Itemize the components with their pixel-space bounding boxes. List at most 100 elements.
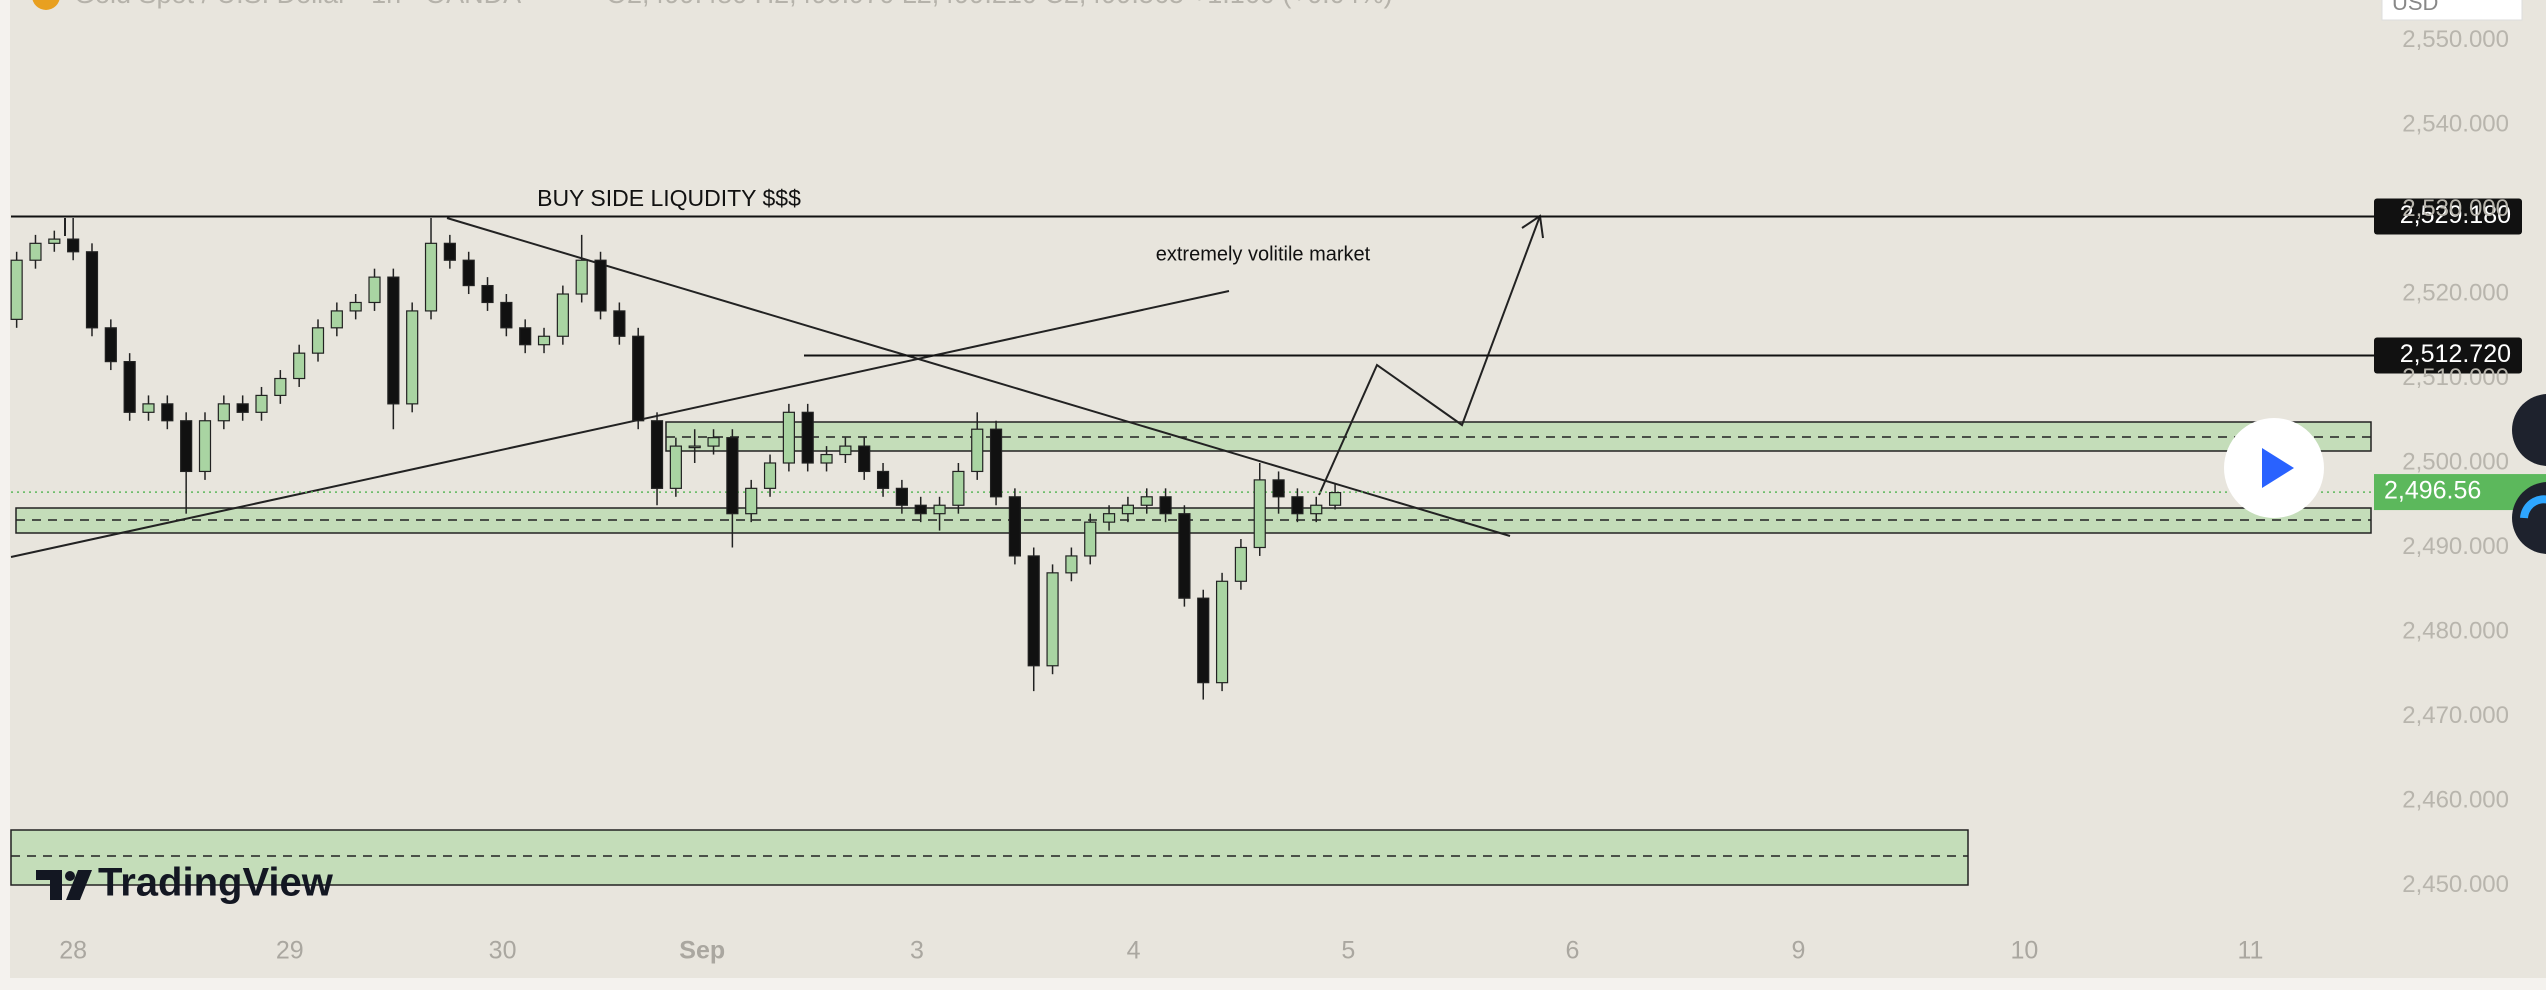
y-tick-label: 2,480.000 (2402, 617, 2509, 644)
candle-body (933, 504, 946, 515)
left-edge (0, 0, 10, 990)
candle-body (594, 259, 607, 312)
price-badge (2374, 337, 2522, 374)
candle-body (180, 420, 193, 473)
projection-arrow (1318, 215, 1541, 496)
x-tick-label: 6 (1565, 937, 1579, 965)
y-tick-label: 2,450.000 (2402, 871, 2509, 898)
y-tick-label: 2,500.000 (2402, 448, 2509, 475)
side-icon (2520, 495, 2546, 519)
candle-body (48, 238, 61, 244)
candle-body (236, 403, 249, 413)
candles (10, 217, 1342, 700)
currency-box[interactable] (2381, 0, 2523, 21)
candle-body (914, 504, 927, 515)
candle-body (123, 361, 136, 413)
play-icon (2262, 448, 2294, 488)
candle-body (519, 327, 532, 346)
overlay-buttons (2224, 394, 2546, 554)
candle-body (1008, 496, 1021, 557)
candle-body (500, 301, 513, 329)
candle-body (763, 462, 777, 489)
x-tick-label: 5 (1341, 937, 1355, 965)
y-tick-label: 2,460.000 (2402, 786, 2509, 813)
candle-body (556, 293, 569, 337)
candle-body (895, 487, 908, 506)
candle-body (613, 310, 626, 337)
candle-body (707, 437, 720, 447)
candle-body (406, 310, 419, 405)
candle-body (104, 327, 117, 363)
header: Gold Spot / U.S. Dollar · 1h · OANDA O2,… (32, 0, 2523, 21)
y-tick-label: 2,520.000 (2402, 279, 2509, 306)
candle-body (198, 420, 212, 473)
candle-body (1121, 504, 1135, 515)
candle-body (782, 411, 795, 464)
candle-body (330, 310, 343, 329)
candle-body (1102, 513, 1116, 523)
candle-body (1215, 580, 1229, 684)
candle-body (217, 403, 230, 422)
x-tick-label: 4 (1127, 937, 1141, 965)
candle-body (989, 428, 1003, 498)
side-button[interactable] (2512, 394, 2546, 466)
candle-body (801, 411, 814, 464)
candle-body (274, 377, 287, 397)
y-tick-label: 2,530.000 (2402, 195, 2509, 222)
candle-body (311, 327, 325, 354)
bottom-edge (0, 978, 2546, 990)
candle-body (1291, 496, 1304, 515)
candle-body (481, 284, 494, 304)
x-tick-label: 11 (2237, 937, 2263, 965)
x-tick-label: 28 (59, 937, 87, 965)
candle-body (876, 470, 890, 489)
x-tick-label: Sep (679, 937, 725, 965)
price-label: 2,512.720 (2400, 340, 2511, 368)
candle-body (10, 259, 23, 320)
candle-body (820, 453, 833, 464)
candle-body (971, 428, 984, 473)
logo-dot (65, 871, 75, 881)
trend-line (10, 290, 1230, 558)
drawings: BUY SIDE LIQUDITY $$$ extremely volitile… (10, 185, 1544, 558)
candle-body (537, 335, 551, 346)
candle-body (858, 445, 871, 473)
candle-body (161, 403, 174, 422)
price-label: 2,496.56 (2384, 477, 2481, 505)
candle-body (443, 242, 456, 261)
candle-body (1272, 479, 1285, 498)
candle-body (67, 238, 80, 253)
ohlc: O2,499.480 H2,499.970 L2,499.210 C2,499.… (606, 0, 1393, 9)
candle-body (1310, 504, 1323, 515)
brand: TradingView (98, 861, 334, 905)
candle-body (255, 394, 268, 413)
candle-body (424, 242, 438, 312)
currency: USD (2392, 0, 2438, 15)
levels: 2,529.180 2,512.720 2,496.56 (11, 198, 2546, 511)
candle-body (1046, 572, 1059, 667)
candle-body (726, 437, 739, 515)
x-tick-label: 29 (276, 937, 304, 965)
y-tick-label: 2,540.000 (2402, 110, 2509, 137)
candle-body (1065, 555, 1078, 574)
candle-body (650, 420, 664, 489)
candle-body (1178, 513, 1191, 599)
symbol-title: Gold Spot / U.S. Dollar · 1h · OANDA (74, 0, 521, 9)
candle-body (1084, 521, 1097, 557)
demand-zone (15, 507, 2372, 534)
candle-body (462, 259, 475, 287)
trend-line (446, 217, 1511, 537)
x-tick-label: 9 (1791, 937, 1805, 965)
candle-body (575, 259, 588, 295)
x-tick-label: 30 (489, 937, 517, 965)
candle-body (29, 242, 42, 261)
candle-body (387, 276, 400, 405)
price-badge (2374, 198, 2522, 235)
candle-body (1253, 479, 1266, 549)
candle-body (349, 301, 362, 312)
candle-body (293, 352, 306, 380)
candle-body (745, 487, 758, 515)
candle-body (688, 445, 701, 449)
candle-body (142, 403, 155, 413)
